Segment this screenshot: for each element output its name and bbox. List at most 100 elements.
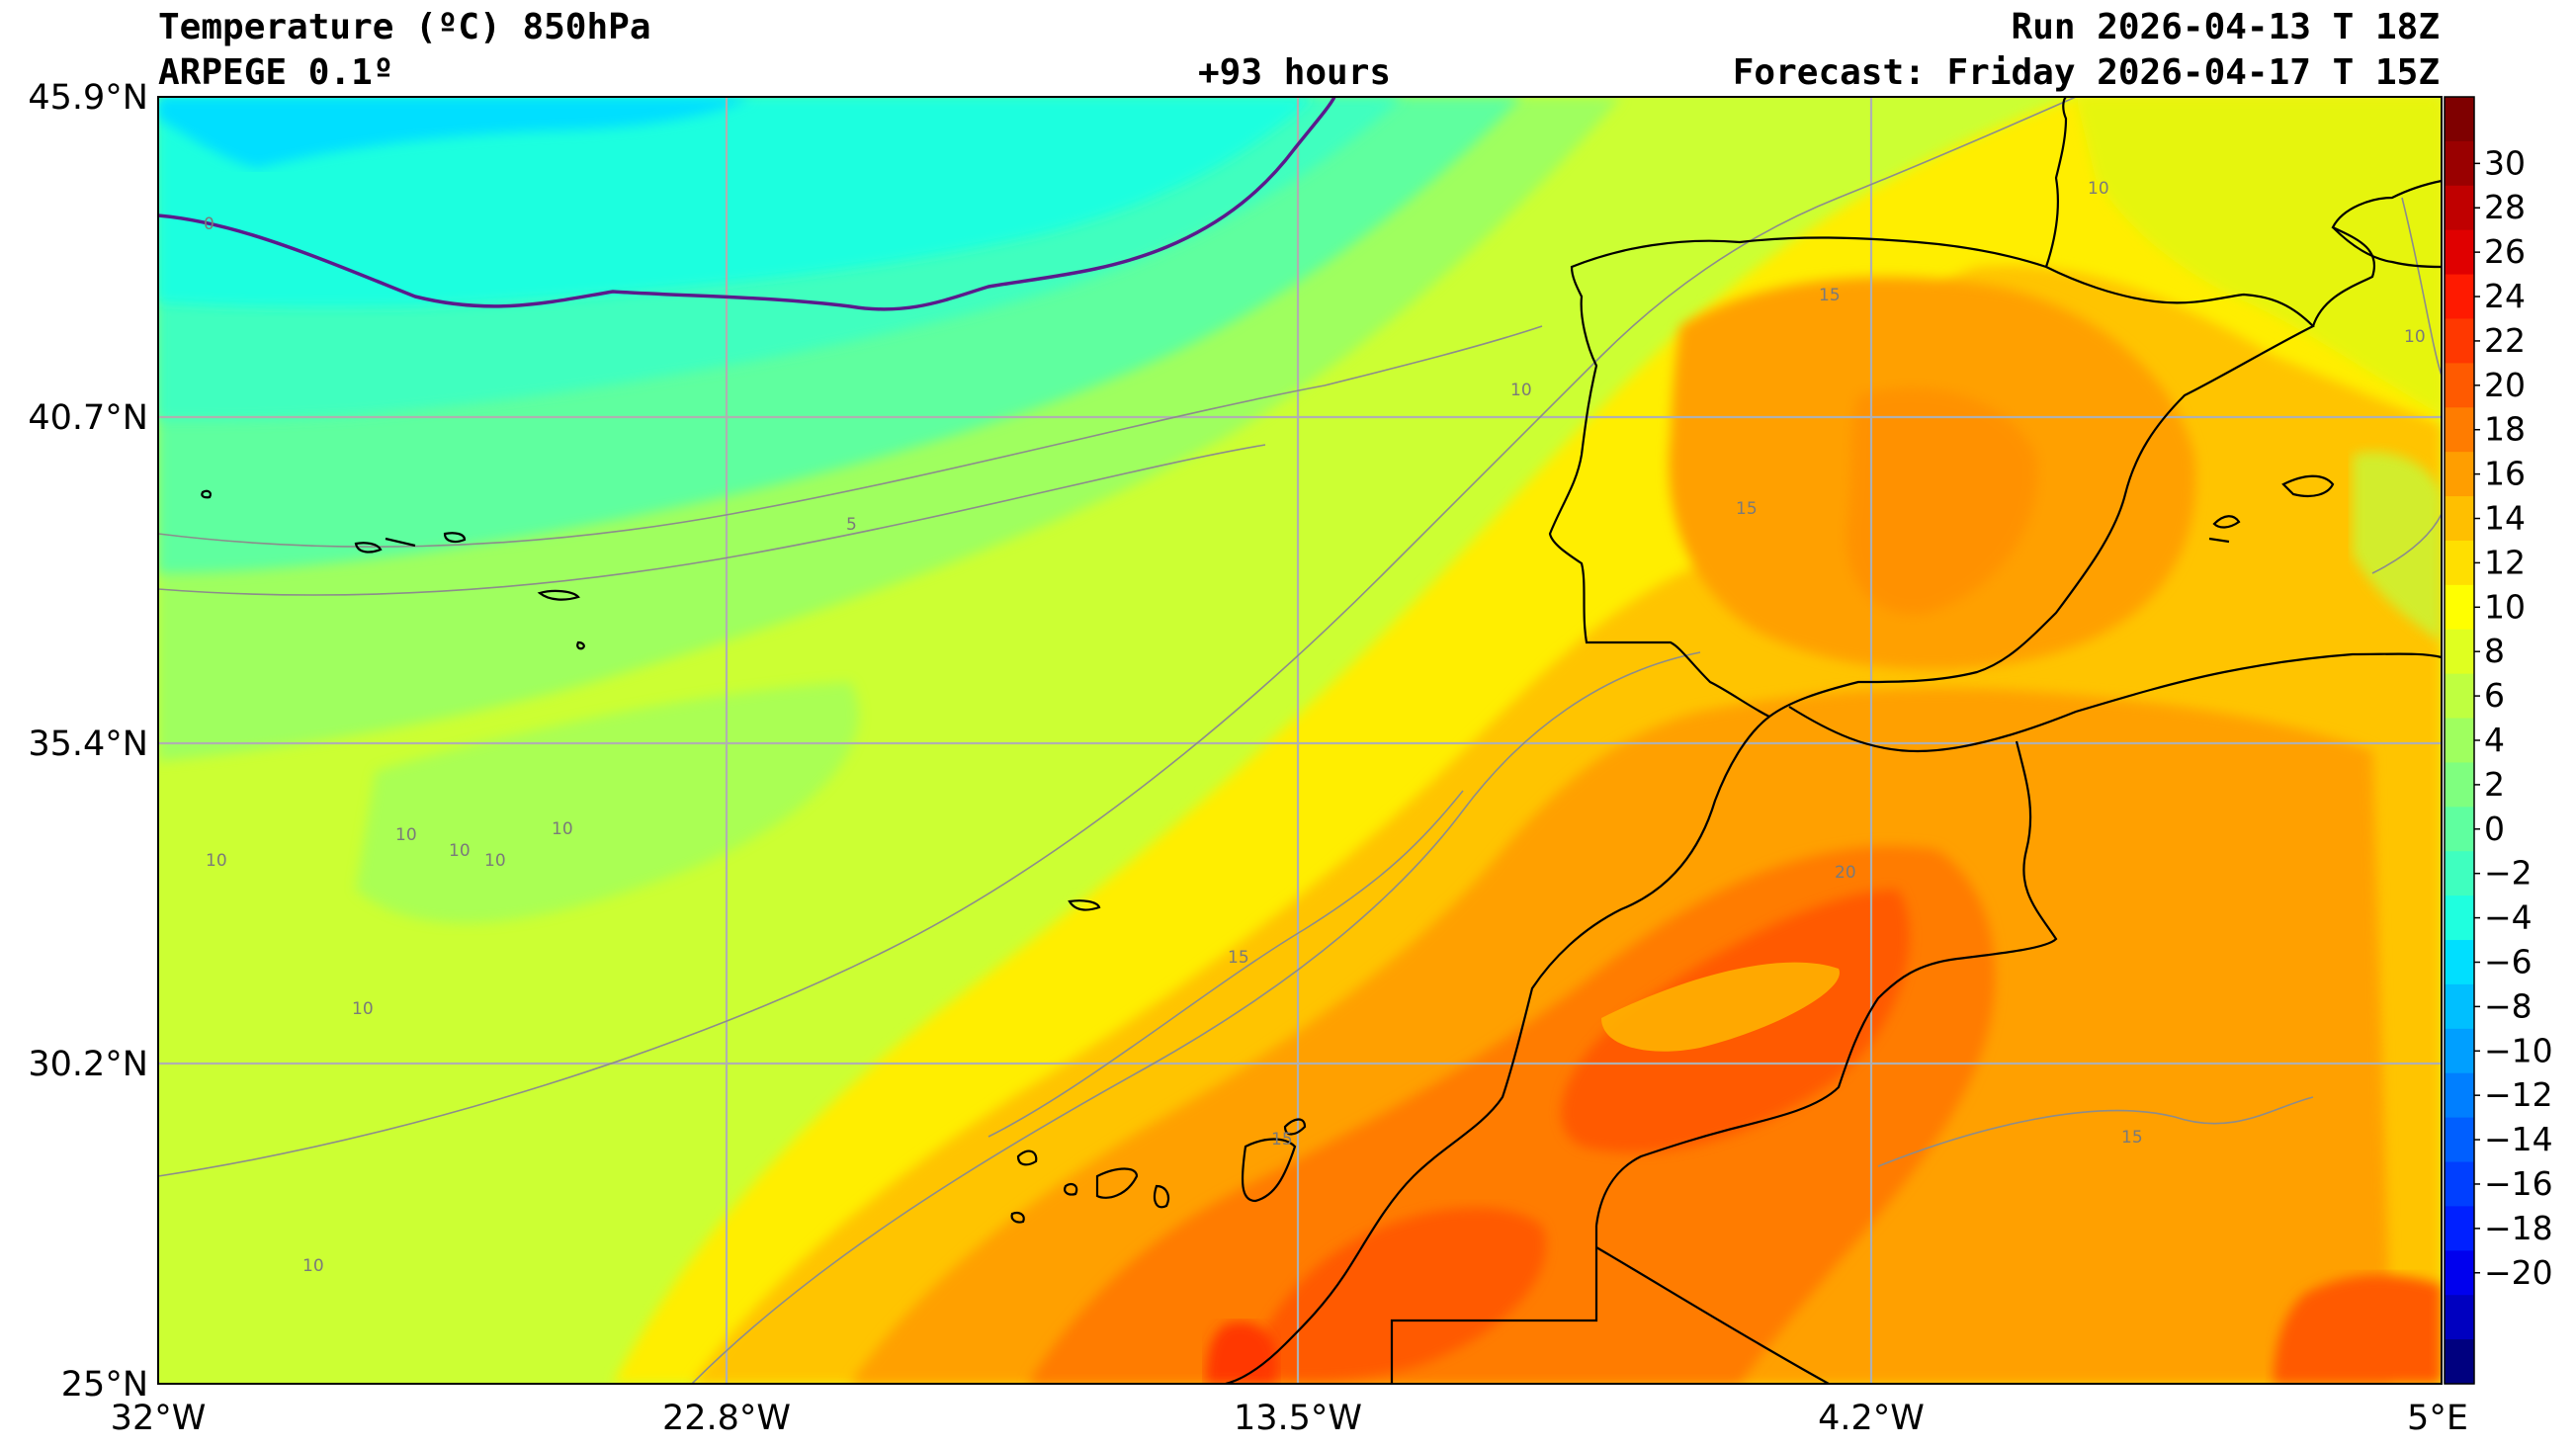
longitude-axis: 32°W 22.8°W 13.5°W 4.2°W 5°E <box>111 1399 2468 1438</box>
forecast-time: Forecast: Friday 2026-04-17 T 15Z <box>1732 52 2440 93</box>
contour-label: 0 <box>204 214 215 234</box>
colorbar-label: −4 <box>2484 898 2533 937</box>
colorbar-swatch <box>2445 983 2474 1030</box>
colorbar-swatch <box>2445 1028 2474 1074</box>
colorbar-swatch <box>2445 540 2474 586</box>
lon-label: 32°W <box>111 1399 207 1438</box>
grid-lines <box>158 97 2442 1384</box>
lat-label: 45.9°N <box>28 78 148 118</box>
map-title: Temperature (ºC) 850hPa <box>158 7 651 47</box>
model-name: ARPEGE 0.1º <box>158 52 394 93</box>
colorbar-swatch <box>2445 363 2474 408</box>
run-time: Run 2026-04-13 T 18Z <box>2011 7 2440 47</box>
colorbar-swatch <box>2445 1161 2474 1208</box>
colorbar-swatch <box>2445 1072 2474 1119</box>
colorbar-swatch <box>2445 1117 2474 1163</box>
contour-label: 10 <box>2404 327 2426 347</box>
lat-label: 40.7°N <box>28 398 148 438</box>
colorbar-swatch <box>2445 851 2474 896</box>
contour-label: 15 <box>1736 499 1758 519</box>
lat-label: 25°N <box>61 1365 148 1405</box>
colorbar-label: 16 <box>2484 455 2526 493</box>
contour-label: 15 <box>1271 1130 1293 1150</box>
zero-isotherm <box>157 96 1336 311</box>
contour-label: 10 <box>395 825 417 845</box>
colorbar-label: 12 <box>2484 543 2526 581</box>
contour-label: 15 <box>2121 1128 2143 1148</box>
contour-label: 10 <box>1510 381 1532 400</box>
contour-label: 5 <box>846 515 857 535</box>
colorbar-label: −10 <box>2484 1031 2553 1069</box>
contour-label: 10 <box>352 999 374 1019</box>
colorbar-swatch <box>2445 229 2474 276</box>
map-frame <box>157 96 2443 1385</box>
lon-label: 22.8°W <box>662 1399 791 1438</box>
colorbar-swatch <box>2445 584 2474 631</box>
temperature-field <box>158 97 2442 1384</box>
colorbar-label: −6 <box>2484 942 2533 980</box>
colorbar-label: 10 <box>2484 587 2526 626</box>
colorbar-swatch <box>2445 97 2474 142</box>
colorbar-swatch <box>2445 185 2474 231</box>
lon-label: 5°E <box>2407 1399 2468 1438</box>
colorbar-label: 22 <box>2484 321 2526 360</box>
colorbar-swatch <box>2445 496 2474 542</box>
colorbar-swatch <box>2445 673 2474 720</box>
contour-label: 10 <box>2088 179 2109 199</box>
lat-label: 30.2°N <box>28 1045 148 1084</box>
colorbar-swatch <box>2445 1250 2474 1296</box>
colorbar-swatch <box>2445 318 2474 364</box>
lon-label: 13.5°W <box>1234 1399 1362 1438</box>
colorbar-swatch <box>2445 452 2474 497</box>
colorbar-label: 14 <box>2484 499 2526 538</box>
contour-label: 10 <box>449 841 471 861</box>
colorbar-label: 24 <box>2484 277 2526 315</box>
colorbar-swatch <box>2445 1206 2474 1251</box>
contour-label: 10 <box>302 1256 324 1276</box>
latitude-axis: 45.9°N 40.7°N 35.4°N 30.2°N 25°N <box>28 78 148 1405</box>
colorbar-swatch <box>2445 274 2474 320</box>
colorbar-swatch <box>2445 718 2474 764</box>
colorbar-label: 26 <box>2484 232 2526 271</box>
coastlines <box>201 96 2443 1386</box>
colorbar-label: 28 <box>2484 188 2526 226</box>
contour-label: 20 <box>1835 863 1856 883</box>
colorbar-swatch <box>2445 140 2474 187</box>
contour-label: 10 <box>206 851 227 871</box>
colorbar-label: −16 <box>2484 1164 2553 1203</box>
colorbar-label: −18 <box>2484 1209 2553 1247</box>
colorbar-label: 6 <box>2484 676 2505 715</box>
colorbar-label: 20 <box>2484 366 2526 404</box>
colorbar-labels: 302826242220181614121086420−2−4−6−8−10−1… <box>2474 143 2553 1292</box>
contour-label: 10 <box>552 819 573 839</box>
colorbar-label: −2 <box>2484 854 2533 893</box>
lead-time: +93 hours <box>1198 52 1392 93</box>
colorbar-swatch <box>2445 762 2474 808</box>
colorbar-swatch <box>2445 407 2474 453</box>
colorbar-swatch <box>2445 1295 2474 1340</box>
colorbar-label: 2 <box>2484 765 2505 804</box>
colorbar-label: −14 <box>2484 1120 2553 1158</box>
contour-label: 15 <box>1228 948 1249 968</box>
colorbar-label: −20 <box>2484 1253 2553 1292</box>
colorbar-label: 8 <box>2484 632 2505 670</box>
colorbar-swatch <box>2445 895 2474 941</box>
colorbar-label: −8 <box>2484 986 2533 1025</box>
colorbar-label: −12 <box>2484 1075 2553 1114</box>
isotherm-contours <box>158 97 2442 1384</box>
colorbar-swatch <box>2445 940 2474 985</box>
colorbar-label: 18 <box>2484 410 2526 449</box>
contour-label: 10 <box>484 851 506 871</box>
colorbar <box>2444 96 2475 1385</box>
lon-label: 4.2°W <box>1818 1399 1925 1438</box>
colorbar-label: 0 <box>2484 809 2505 848</box>
colorbar-swatch <box>2445 807 2474 852</box>
contour-labels: 0 5 10 10 10 10 10 10 10 10 10 10 15 15 … <box>204 179 2426 1276</box>
colorbar-swatch <box>2445 1339 2474 1385</box>
lat-label: 35.4°N <box>28 724 148 764</box>
colorbar-swatch <box>2445 629 2474 675</box>
contour-label: 15 <box>1819 286 1841 305</box>
colorbar-label: 4 <box>2484 721 2505 759</box>
colorbar-label: 30 <box>2484 143 2526 182</box>
